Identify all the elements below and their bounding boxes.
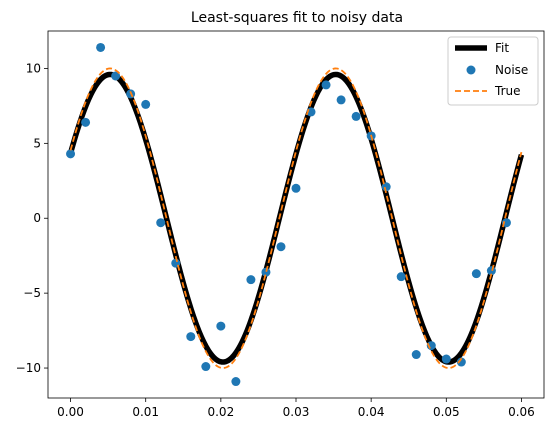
noise-point <box>66 149 76 159</box>
noise-point <box>471 269 481 279</box>
noise-point <box>411 350 421 360</box>
y-tick-label: 0 <box>33 211 41 225</box>
legend: Fit Noise True <box>447 36 539 106</box>
legend-noise-swatch <box>466 65 476 75</box>
noise-point <box>381 182 391 192</box>
legend-frame <box>447 36 539 106</box>
noise-point <box>441 354 451 364</box>
x-tick-label: 0.00 <box>57 405 84 419</box>
noise-point <box>456 357 466 367</box>
noise-point <box>231 377 241 387</box>
noise-point <box>96 42 106 52</box>
noise-point <box>276 242 286 252</box>
legend-true-label: True <box>494 84 521 98</box>
true-line <box>69 67 523 369</box>
legend-fit-label: Fit <box>495 41 509 55</box>
noise-point <box>261 267 271 277</box>
noise-point <box>321 80 331 90</box>
plot-area <box>66 42 525 387</box>
noise-point <box>111 71 121 81</box>
x-tick-label: 0.01 <box>132 405 159 419</box>
noise-point <box>201 362 211 372</box>
noise-point <box>291 183 301 193</box>
y-tick-label: 10 <box>26 61 41 75</box>
chart-title: Least-squares fit to noisy data <box>191 10 403 26</box>
noise-point <box>351 111 361 121</box>
noise-point <box>336 95 346 105</box>
axes: 0.00 0.01 0.02 0.03 0.04 0.05 0.06 −10 −5 0 5 10 <box>16 61 535 419</box>
y-tick-label: 5 <box>33 136 41 150</box>
noise-point <box>246 275 256 285</box>
x-tick-label: 0.02 <box>207 405 234 419</box>
x-tick-label: 0.03 <box>283 405 310 419</box>
noise-point <box>141 99 151 109</box>
x-tick-label: 0.04 <box>358 405 385 419</box>
y-tick-label: −5 <box>23 286 41 300</box>
noise-point <box>156 218 166 228</box>
noise-point <box>396 272 406 282</box>
x-tick-label: 0.05 <box>433 405 460 419</box>
legend-noise-label: Noise <box>495 63 528 77</box>
fit-line <box>67 71 525 365</box>
y-tick-label: −10 <box>16 361 41 375</box>
noise-point <box>81 117 91 127</box>
x-tick-label: 0.06 <box>508 405 535 419</box>
noise-point <box>216 321 226 331</box>
noise-point <box>186 332 196 342</box>
